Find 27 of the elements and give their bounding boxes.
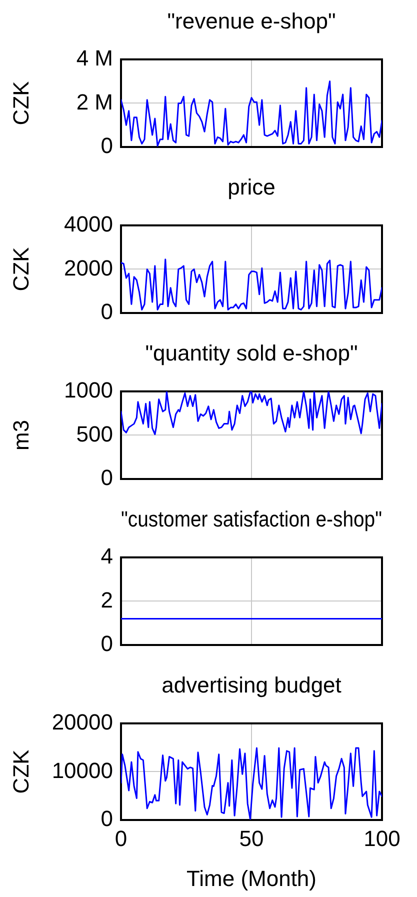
chart-title: price	[228, 174, 276, 200]
y-tick-label: 4 M	[76, 45, 113, 70]
y-tick-label: 2 M	[76, 89, 113, 114]
y-tick-label: 2	[100, 587, 113, 612]
y-axis-title: CZK	[8, 246, 34, 292]
y-tick-label: 0	[100, 133, 113, 158]
y-tick-label: 500	[76, 421, 113, 446]
y-axis-title: m3	[8, 420, 34, 450]
chart-title: "revenue e-shop"	[167, 8, 336, 34]
chart-title: advertising budget	[162, 672, 342, 698]
chart-title: "customer satisfaction e-shop"	[121, 507, 382, 532]
x-axis-title: Time (Month)	[186, 866, 316, 891]
y-axis-title: CZK	[8, 80, 34, 126]
y-tick-label: 1000	[64, 377, 113, 402]
y-tick-label: 0	[100, 806, 113, 832]
chart-title: "quantity sold e-shop"	[145, 340, 358, 366]
y-tick-label: 2000	[64, 255, 113, 280]
y-tick-label: 0	[100, 631, 113, 656]
y-tick-label: 20000	[52, 709, 113, 734]
y-tick-label: 4000	[64, 211, 113, 236]
x-tick-label: 50	[239, 826, 264, 852]
y-tick-label: 0	[100, 299, 113, 324]
y-tick-label: 0	[100, 465, 113, 490]
y-tick-label: 4	[100, 543, 113, 568]
y-tick-label: 10000	[52, 758, 113, 783]
x-tick-label: 100	[364, 826, 400, 852]
y-axis-title: CZK	[8, 749, 34, 794]
